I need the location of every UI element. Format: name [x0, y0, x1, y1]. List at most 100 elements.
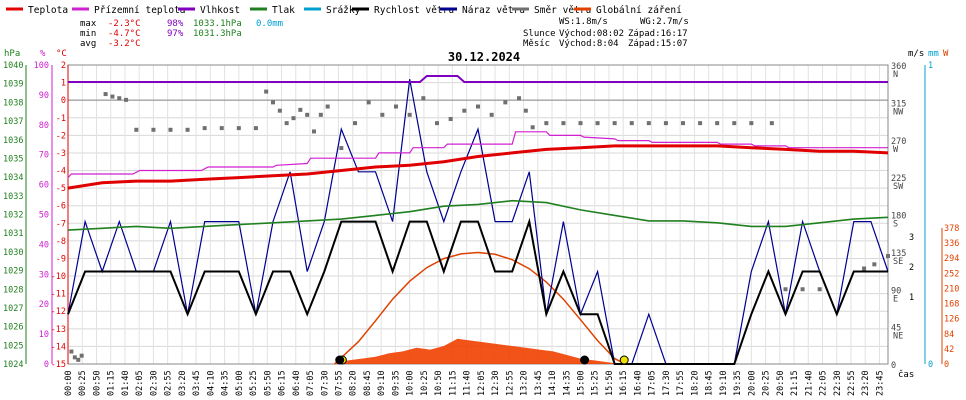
x-tick-label: 10:50	[434, 370, 444, 396]
axis-tick-w: 42	[944, 345, 954, 355]
axis-tick-celsius: -1	[56, 114, 66, 124]
x-tick-label: 22:55	[847, 370, 857, 396]
axis-tick-hpa: 1039	[3, 80, 23, 90]
axis-tick-hpa: 1037	[3, 117, 23, 127]
legend-label: Globální záření	[596, 5, 682, 16]
axis-tick-direction: 90	[891, 286, 901, 296]
axis-tick-celsius: -11	[51, 290, 66, 300]
moonrise-marker	[335, 355, 345, 365]
axis-tick-hpa: 1032	[3, 211, 23, 221]
x-tick-label: 18:20	[690, 370, 700, 396]
wind-direction-point	[117, 96, 122, 101]
series-pressure	[67, 199, 889, 231]
axis-tick-direction: 0	[891, 361, 896, 371]
wind-direction-point	[523, 108, 528, 113]
x-tick-label: 20:50	[776, 370, 786, 396]
axis-tick-celsius: -5	[56, 184, 66, 194]
wind-direction-point	[817, 287, 822, 292]
axis-tick-compass: NW	[893, 107, 904, 117]
x-tick-label: 09:10	[377, 370, 387, 396]
axis-tick-celsius: -13	[51, 325, 66, 335]
stat-temp: -4.7°C	[108, 29, 141, 39]
wind-direction-point	[595, 121, 600, 126]
x-tick-label: 05:50	[263, 370, 273, 396]
wind-direction-point	[291, 116, 296, 121]
legend-label: Tlak	[272, 5, 295, 16]
wind-direction-point	[681, 121, 685, 126]
wind-direction-point	[612, 121, 617, 126]
axis-tick-hpa: 1026	[3, 323, 23, 333]
wind-direction-point	[517, 96, 521, 101]
axis-tick-percent: 100	[34, 61, 49, 71]
wind-direction-point	[872, 262, 877, 267]
wind-direction-point	[886, 254, 890, 259]
wind-direction-point	[353, 121, 357, 126]
axis-tick-celsius: -3	[56, 149, 66, 159]
axis-tick-celsius: -14	[51, 342, 66, 352]
axis-tick-hpa: 1029	[3, 267, 23, 277]
axis-tick-percent: 50	[39, 211, 49, 221]
axis-tick-percent: 40	[39, 240, 49, 250]
x-tick-label: 22:05	[819, 370, 829, 396]
x-tick-label: 03:45	[192, 370, 202, 396]
wind-direction-point	[339, 146, 344, 151]
x-tick-label: 00:50	[92, 370, 102, 396]
axis-unit-celsius: °C	[56, 49, 67, 59]
wind-direction-point	[253, 126, 258, 131]
moon-label: Měsíc	[523, 39, 550, 49]
wind-direction-point	[76, 357, 81, 362]
axis-tick-hpa: 1028	[3, 285, 23, 295]
axis-tick-hpa: 1034	[3, 173, 23, 183]
x-tick-label: 02:55	[164, 370, 174, 396]
axis-tick-percent: 10	[39, 330, 49, 340]
axis-tick-direction: 225	[891, 174, 906, 184]
x-tick-label: 07:30	[320, 370, 330, 396]
axis-tick-hpa: 1038	[3, 98, 23, 108]
x-tick-label: 09:35	[391, 370, 401, 396]
x-tick-label: 02:30	[149, 370, 159, 396]
x-tick-label: 12:30	[491, 370, 501, 396]
x-axis: 00:00 00:25 00:50 01:15 01:40 02:05 02:30 02:55…	[64, 369, 914, 396]
x-tick-label: 15:25	[591, 370, 601, 396]
axis-tick-w: 126	[944, 315, 959, 325]
x-tick-label: 15:00	[577, 370, 587, 396]
series-temperature	[67, 144, 889, 190]
wind-direction-point	[69, 349, 74, 354]
wind-direction-point	[394, 104, 398, 109]
legend-label: Náraz větru	[462, 5, 525, 16]
axis-tick-celsius: -2	[56, 131, 66, 141]
series-wind-speed	[67, 217, 888, 365]
axis-tick-percent: 0	[44, 360, 49, 370]
wind-direction-point	[236, 126, 241, 131]
wind-direction-point	[783, 287, 788, 292]
plot-frame	[67, 64, 889, 365]
axis-tick-hpa: 1024	[3, 360, 23, 370]
axis-tick-w: 84	[944, 330, 954, 340]
axis-tick-hpa: 1027	[3, 304, 23, 314]
legend-label: Vlhkost	[200, 5, 240, 16]
series-clear-sky-radiation	[333, 251, 626, 365]
sunset-info: Západ:16:17	[628, 29, 688, 39]
axis-tick-percent: 60	[39, 181, 49, 191]
grid	[67, 64, 889, 365]
wind-speed-info: WS:1.8m/s	[559, 17, 608, 27]
sunset-marker	[619, 355, 629, 365]
x-tick-label: 17:55	[676, 370, 686, 396]
axis-tick-celsius: 1	[61, 79, 66, 89]
axis-tick-compass: S	[893, 220, 898, 230]
wind-direction-point	[663, 121, 668, 126]
chart-title: 30.12.2024	[448, 50, 520, 64]
series-ground-temperature	[67, 131, 888, 179]
wind-direction-point	[312, 129, 316, 134]
x-tick-label: 06:40	[292, 370, 302, 396]
x-tick-label: 01:40	[121, 370, 131, 396]
x-tick-label: 20:00	[747, 370, 757, 396]
wind-direction-point	[124, 97, 129, 102]
wind-direction-point	[732, 121, 737, 126]
axis-tick-celsius: 0	[61, 96, 66, 106]
axis-tick-compass: SW	[893, 182, 904, 192]
wind-direction-point	[79, 353, 84, 358]
stat-pressure: 1031.3hPa	[193, 29, 242, 39]
x-tick-label: 14:10	[548, 370, 558, 396]
